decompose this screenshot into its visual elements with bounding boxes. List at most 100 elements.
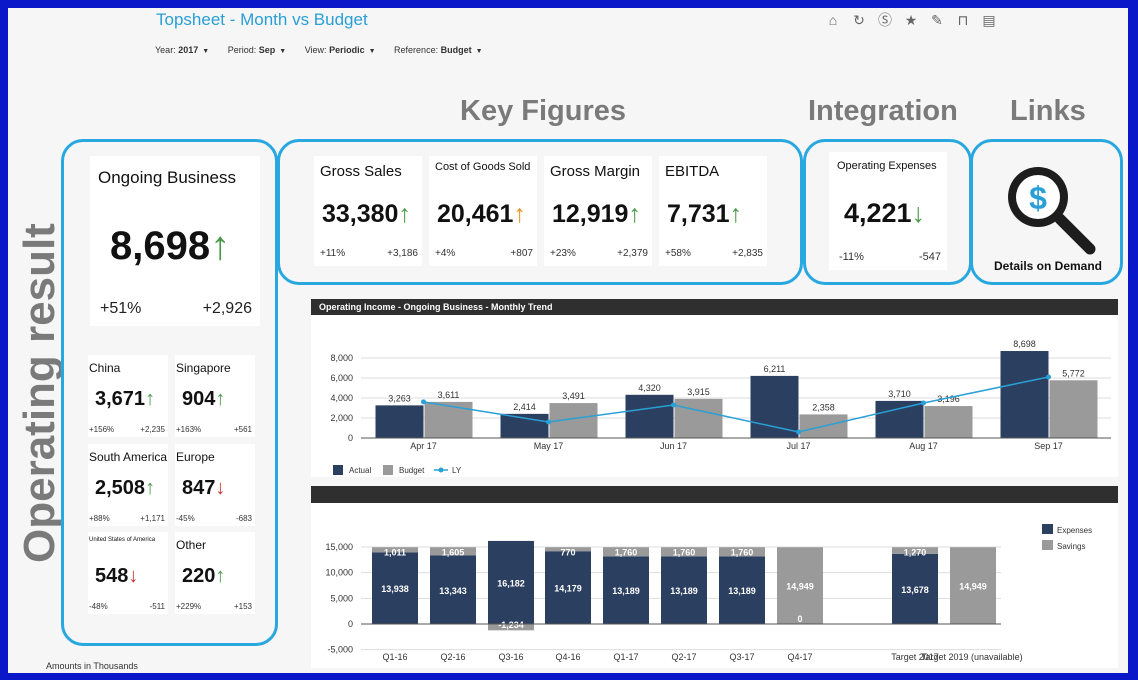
kpi-card-1[interactable]: Cost of Goods Sold 20,461↑ +4% +807	[429, 156, 537, 266]
y-tick-label: 8,000	[330, 353, 353, 363]
data-label-actual: 6,211	[764, 364, 786, 374]
frame-links	[970, 139, 1123, 285]
arrow-up-icon: ↑	[628, 200, 641, 228]
region-value: 548↓	[95, 565, 138, 588]
region-name: Other	[176, 538, 207, 552]
data-label-actual: 3,263	[388, 393, 411, 403]
arrow-up-icon: ↑	[145, 388, 156, 410]
legend-label-actual: Actual	[349, 466, 371, 475]
home-icon[interactable]: ⌂	[828, 12, 838, 28]
region-pct: +163%	[176, 425, 202, 434]
bar-expenses	[603, 556, 649, 624]
kpi-value-number: 33,380	[322, 200, 399, 228]
ly-point	[671, 402, 676, 408]
region-value: 904↑	[182, 388, 225, 411]
region-abs: +1,171	[140, 514, 165, 523]
bar-expenses	[545, 551, 591, 624]
frame-operating-result	[61, 139, 278, 646]
data-label-savings: 1,760	[731, 547, 754, 557]
filter-year-label: Year:	[155, 45, 176, 55]
bar-budget	[1049, 380, 1098, 438]
data-label-budget: 3,915	[687, 387, 710, 397]
kpi-abs: +2,835	[732, 248, 763, 259]
region-value-number: 3,671	[95, 388, 146, 410]
kpi-value: 7,731↑	[667, 200, 742, 229]
arrow-up-icon: ↑	[398, 200, 411, 228]
y-tick-label: 15,000	[325, 542, 353, 552]
details-on-demand-button[interactable]: $	[1002, 161, 1098, 257]
filter-period-value: Sep	[258, 45, 276, 55]
kpi-abs: +807	[510, 248, 533, 259]
region-name: United States of America	[89, 537, 156, 543]
filter-reference-value: Budget	[440, 45, 472, 55]
refresh-icon[interactable]: ↻	[853, 12, 865, 28]
bar-savings	[950, 547, 996, 624]
region-value-number: 904	[182, 388, 216, 410]
legend-label-savings: Savings	[1057, 542, 1085, 551]
section-operating-result: Operating result	[15, 223, 64, 563]
x-tick-label: Q4-16	[555, 652, 580, 662]
kpi-value-number: 4,221	[844, 198, 912, 228]
ly-point	[921, 400, 926, 406]
region-card-5[interactable]: Other 220↑ +229% +153	[175, 532, 255, 614]
kpi-card-2[interactable]: Gross Margin 12,919↑ +23% +2,379	[544, 156, 652, 266]
magnifier-dollar-icon: $	[1008, 167, 1096, 255]
data-label-budget: 3,491	[562, 391, 585, 401]
kpi-card-ongoing-business[interactable]: Ongoing Business 8,698↑ +51% +2,926	[90, 156, 260, 326]
bar-budget	[924, 406, 973, 438]
region-value-number: 2,508	[95, 477, 146, 499]
x-tick-label: Q1-16	[382, 652, 407, 662]
region-abs: +153	[233, 602, 252, 611]
region-pct: +156%	[89, 425, 115, 434]
bar-savings	[372, 547, 418, 553]
skype-icon[interactable]: Ⓢ	[878, 12, 892, 28]
data-label-expenses: 13,343	[439, 586, 467, 596]
filter-view[interactable]: View: Periodic ▼	[305, 45, 376, 55]
x-tick-label: Jun 17	[660, 441, 687, 451]
bar-actual	[625, 394, 674, 438]
bar-expenses	[892, 553, 938, 624]
comment-icon[interactable]: ✎	[931, 12, 943, 28]
region-card-0[interactable]: China 3,671↑ +156% +2,235	[88, 355, 168, 437]
print-icon[interactable]: ▤	[982, 12, 996, 28]
y-tick-label: 5,000	[330, 593, 353, 603]
arrow-up-icon: ↑	[210, 224, 231, 268]
data-label-actual: 4,320	[638, 383, 661, 393]
bar-savings	[603, 547, 649, 557]
star-icon[interactable]: ★	[904, 12, 918, 28]
chevron-down-icon: ▼	[368, 48, 376, 55]
x-tick-label: Q4-17	[787, 652, 812, 662]
bar-savings	[777, 547, 823, 624]
region-value-number: 847	[182, 477, 216, 499]
region-card-3[interactable]: Europe 847↓ -45% -683	[175, 444, 255, 526]
arrow-up-icon: ↑	[145, 477, 156, 499]
x-tick-label: Q2-17	[671, 652, 696, 662]
region-card-2[interactable]: South America 2,508↑ +88% +1,171	[88, 444, 168, 526]
page-title: Topsheet - Month vs Budget	[156, 10, 368, 29]
region-card-1[interactable]: Singapore 904↑ +163% +561	[175, 355, 255, 437]
kpi-pct: +23%	[550, 248, 576, 259]
region-card-4[interactable]: United States of America 548↓ -48% -511	[88, 532, 168, 614]
x-tick-label: Apr 17	[410, 441, 437, 451]
bar-budget	[424, 401, 473, 438]
filter-year[interactable]: Year: 2017 ▼	[155, 45, 209, 55]
data-label-savings: 770	[560, 547, 575, 557]
x-tick-label: Target 2017	[891, 652, 939, 662]
kpi-card-3[interactable]: EBITDA 7,731↑ +58% +2,835	[659, 156, 767, 266]
lock-icon[interactable]: ⊓	[957, 12, 969, 28]
kpi-abs: -547	[918, 251, 941, 263]
kpi-card-0[interactable]: Gross Sales 33,380↑ +11% +3,186	[314, 156, 422, 266]
arrow-up-icon: ↑	[513, 200, 526, 228]
kpi-title: Gross Sales	[320, 163, 402, 180]
filter-view-value: Periodic	[329, 45, 365, 55]
details-on-demand-label[interactable]: Details on Demand	[993, 259, 1103, 273]
region-pct: +88%	[89, 514, 110, 523]
kpi-abs: +3,186	[387, 248, 418, 259]
legend-label-expenses: Expenses	[1057, 526, 1092, 535]
filter-reference[interactable]: Reference: Budget ▼	[394, 45, 482, 55]
kpi-title: Cost of Goods Sold	[435, 161, 531, 173]
legend-swatch-expenses	[1042, 524, 1053, 534]
kpi-card-operating-expenses[interactable]: Operating Expenses 4,221↓ -11% -547	[829, 152, 947, 270]
section-links: Links	[1010, 95, 1086, 127]
filter-period[interactable]: Period: Sep ▼	[228, 45, 287, 55]
